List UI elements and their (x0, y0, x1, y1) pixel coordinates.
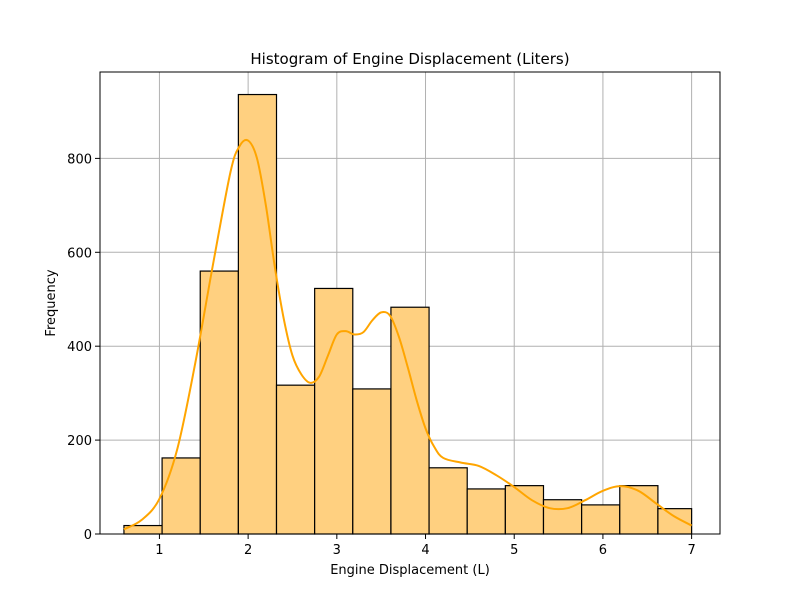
x-tick-label: 7 (687, 543, 695, 558)
histogram-bar (428, 467, 468, 535)
y-tick-label: 0 (84, 528, 92, 543)
histogram-bar (314, 287, 354, 535)
x-axis-label: Engine Displacement (L) (330, 563, 490, 578)
y-tick-label: 600 (67, 246, 92, 261)
histogram-bar (657, 508, 693, 535)
kde-curve (123, 138, 693, 531)
chart-title: Histogram of Engine Displacement (Liters… (250, 50, 569, 68)
x-tick-label: 3 (333, 543, 341, 558)
histogram-bar (199, 270, 239, 535)
histogram-bar (619, 485, 659, 535)
y-axis-ticks: 0 200 400 600 800 (67, 152, 100, 543)
histogram-bar (504, 485, 545, 535)
y-tick-label: 800 (67, 152, 92, 167)
x-tick-label: 5 (510, 543, 518, 558)
histogram-bar (161, 457, 201, 535)
y-tick-label: 200 (67, 434, 92, 449)
histogram-bars (123, 93, 693, 535)
x-tick-label: 4 (421, 543, 429, 558)
y-tick-label: 400 (67, 340, 92, 355)
histogram-bar (237, 93, 278, 535)
x-tick-label: 6 (599, 543, 607, 558)
x-axis-ticks: 1 2 3 4 5 6 7 (155, 534, 696, 558)
kde-curve-group (123, 138, 693, 531)
plot-frame (99, 71, 721, 535)
x-tick-label: 1 (155, 543, 163, 558)
y-axis-label: Frequency (44, 269, 59, 336)
x-tick-label: 2 (244, 543, 252, 558)
histogram-bar (275, 384, 316, 535)
histogram-bar (581, 504, 621, 535)
histogram-bar (352, 388, 392, 535)
histogram-bar (466, 488, 506, 535)
